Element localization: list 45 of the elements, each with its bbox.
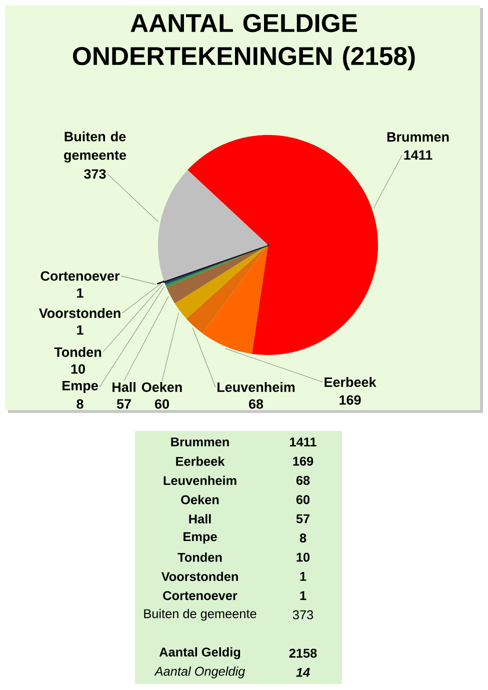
data-label: 57: [296, 514, 310, 524]
category-label: Aantal Ongeldig: [154, 666, 246, 678]
category-label: Buiten de gemeente: [144, 608, 256, 621]
slice-label: Empe: [62, 380, 98, 394]
data-label: 10: [296, 552, 310, 562]
slice-label: Voorstonden: [38, 308, 120, 318]
slice-label: Tonden: [54, 347, 102, 357]
data-label: 1: [300, 572, 306, 581]
data-label: 1: [77, 325, 84, 335]
data-label: 8: [76, 399, 84, 409]
category-label: Cortenoever: [163, 591, 238, 600]
data-label: 60: [154, 399, 169, 409]
data-label: 1411: [404, 150, 432, 160]
category-label: Voorstonden: [161, 572, 238, 582]
category-label: Hall: [189, 514, 211, 524]
data-label: 169: [340, 395, 361, 405]
slice-label: Oeken: [142, 382, 182, 392]
data-label: 60: [296, 495, 310, 504]
category-label: Oeken: [181, 494, 219, 504]
category-label: Brummen: [171, 438, 229, 446]
data-label: 373: [84, 169, 106, 179]
data-label: 373: [292, 610, 314, 620]
data-label: 14: [296, 668, 310, 677]
data-label: 8: [300, 533, 306, 542]
slice-label: Cortenoever: [40, 271, 120, 281]
chart-title: AANTAL GELDIGE ONDERTEKENINGEN (2158): [72, 14, 415, 70]
data-label: 169: [293, 456, 314, 466]
slice-label: Leuvenheim: [218, 382, 295, 392]
category-label: Tonden: [178, 552, 222, 562]
data-label: 1: [77, 288, 84, 298]
data-label: 1: [300, 591, 306, 600]
category-label: Empe: [184, 532, 217, 544]
category-label: Aantal Geldig: [159, 647, 240, 660]
data-label: 1411: [290, 438, 316, 446]
data-label: 68: [296, 476, 310, 485]
data-label: 2158: [289, 648, 317, 658]
category-label: Leuvenheim: [164, 476, 236, 486]
data-label: 10: [71, 364, 85, 374]
slice-label: Buiten de gemeente: [64, 131, 126, 163]
slice-label: Brummen: [387, 132, 449, 142]
category-label: Eerbeek: [176, 456, 225, 466]
slice-label: Eerbeek: [324, 377, 376, 387]
data-label: 57: [116, 399, 131, 409]
slice-label: Hall: [112, 382, 136, 392]
data-label: 68: [248, 399, 264, 409]
